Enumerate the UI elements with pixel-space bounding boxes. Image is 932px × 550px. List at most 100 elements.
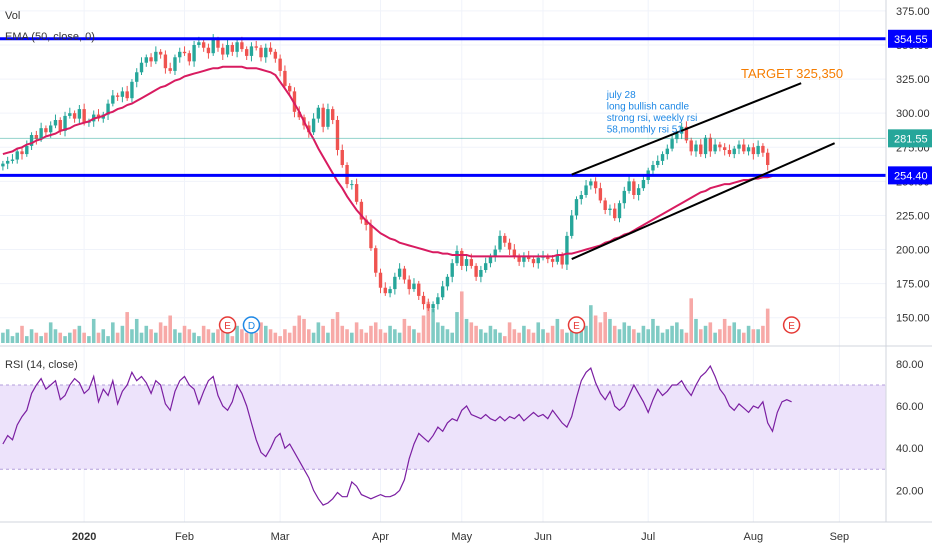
time-tick-label: Mar [271, 531, 290, 543]
candle [483, 263, 488, 270]
candle [20, 151, 24, 155]
volume-bar [503, 336, 507, 343]
volume-bar [77, 325, 82, 343]
rsi-line [2, 364, 792, 506]
candle [756, 145, 760, 155]
volume-bar [206, 329, 211, 343]
candle [369, 225, 373, 249]
candle [206, 47, 211, 54]
volume-bar [416, 332, 421, 343]
volume-bar [326, 332, 330, 343]
candle [331, 109, 335, 120]
volume-bar [268, 329, 273, 343]
candle [288, 85, 292, 92]
candle [178, 51, 182, 58]
volume-bar [632, 329, 636, 343]
volume-bar [727, 325, 732, 343]
candle [660, 154, 665, 161]
note-text: july 28 [606, 90, 636, 101]
volume-bar [144, 325, 149, 343]
volume-bar [560, 329, 564, 343]
volume-bar [488, 325, 493, 343]
volume-bar [675, 322, 679, 343]
volume-bar [96, 332, 101, 343]
candle [39, 128, 43, 140]
candle [718, 144, 722, 148]
trendline-lower[interactable] [571, 142, 836, 261]
volume-bar [168, 315, 172, 343]
note-text: strong rsi, weekly rsi [607, 113, 698, 124]
volume-bar [512, 329, 517, 343]
volume-bar [421, 315, 426, 343]
volume-bar [459, 291, 464, 343]
volume-bar [163, 325, 168, 343]
volume-bar [722, 318, 727, 343]
candle [622, 190, 626, 204]
candle [158, 51, 163, 55]
candle [216, 39, 220, 48]
volume-bar [474, 325, 478, 343]
volume-bar [120, 325, 125, 343]
candle [378, 272, 383, 288]
candle [632, 181, 636, 195]
event-marker[interactable] [782, 316, 801, 334]
volume-bar [550, 325, 555, 343]
candle [727, 150, 732, 155]
event-marker[interactable] [242, 316, 261, 334]
volume-bar [25, 336, 29, 343]
trendline-upper[interactable] [571, 82, 802, 176]
event-marker[interactable] [218, 316, 237, 334]
volume-bar [440, 325, 445, 343]
volume-bar [20, 325, 24, 343]
volume-bar [316, 322, 321, 343]
candle [154, 51, 158, 62]
candle [125, 91, 129, 99]
volume-bar [369, 325, 373, 343]
volume-bar [311, 332, 316, 343]
volume-bar [464, 318, 469, 343]
volume-bar [15, 332, 20, 343]
event-marker-label: D [248, 321, 255, 332]
candle [192, 45, 196, 62]
volume-bar [330, 318, 335, 343]
candle [555, 255, 560, 262]
candle [651, 165, 655, 171]
volume-bar [44, 332, 48, 343]
candle [335, 120, 340, 150]
event-marker-label: E [224, 321, 231, 332]
candle [240, 42, 244, 50]
candle [450, 263, 454, 277]
candle [354, 184, 359, 202]
volume-bar [593, 315, 598, 343]
candle [283, 70, 287, 86]
volume-bar [345, 329, 349, 343]
candle [53, 120, 58, 126]
volume-bar [187, 329, 192, 343]
volume-bar [660, 332, 665, 343]
volume-bar [197, 336, 201, 343]
volume-bar [225, 332, 230, 343]
volume-bar [283, 329, 287, 343]
level-tag-label: 354.55 [894, 34, 928, 46]
candle [703, 137, 708, 155]
volume-bar [111, 322, 115, 343]
candle [149, 57, 153, 62]
volume-bar [287, 332, 292, 343]
volume-bar [302, 318, 306, 343]
candle [436, 297, 440, 305]
volume-label: Vol [5, 10, 20, 22]
candle [135, 72, 139, 82]
volume-bar [192, 332, 196, 343]
candle [713, 144, 717, 152]
event-marker-label: E [573, 321, 580, 332]
volume-bar [292, 325, 297, 343]
volume-bar [235, 325, 239, 343]
candle [350, 184, 354, 186]
candle [278, 58, 282, 71]
price-tick-label: 150.00 [896, 313, 930, 325]
event-marker[interactable] [567, 316, 586, 334]
candle [426, 304, 430, 309]
target-text: TARGET 325,350 [741, 66, 843, 81]
volume-bar [670, 325, 674, 343]
